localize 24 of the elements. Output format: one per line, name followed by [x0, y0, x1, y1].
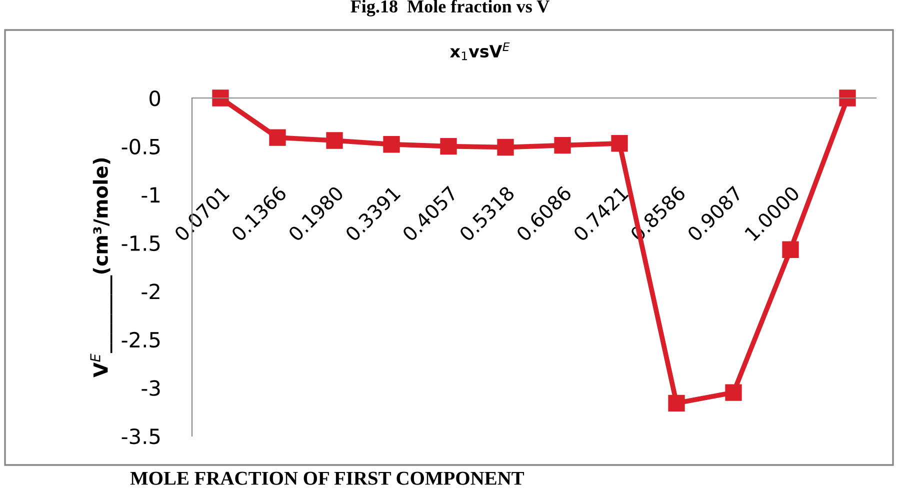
point: [668, 394, 685, 412]
y-tick-label: 0: [150, 90, 160, 106]
y-tick-label: -1: [142, 187, 160, 202]
point: [782, 241, 799, 258]
point: [440, 138, 457, 155]
point: [383, 136, 400, 153]
chart-subtitle: x$_{1}$vsV$^{E}$: [450, 42, 510, 60]
point: [497, 138, 514, 156]
point: [611, 135, 628, 152]
y-tick-label: -3.5: [122, 428, 160, 444]
point: [725, 384, 742, 401]
y-tick-label: -0.5: [122, 138, 160, 154]
point: [269, 129, 286, 146]
point: [554, 136, 571, 154]
y-axis-title: V$^{E}$________(cm³/mole): [90, 158, 112, 378]
y-tick-label: -2.5: [122, 332, 160, 348]
chart-title: Fig.18 Mole fraction vs V: [350, 0, 550, 16]
y-tick-label: -1.5: [122, 236, 160, 252]
y-tick-label: -2: [142, 284, 160, 300]
point: [326, 132, 343, 149]
x-axis-title: MOLE FRACTION OF FIRST COMPONENT: [130, 472, 524, 485]
point: [839, 90, 856, 106]
y-tick-label: -3: [142, 380, 160, 396]
point: [212, 90, 229, 106]
